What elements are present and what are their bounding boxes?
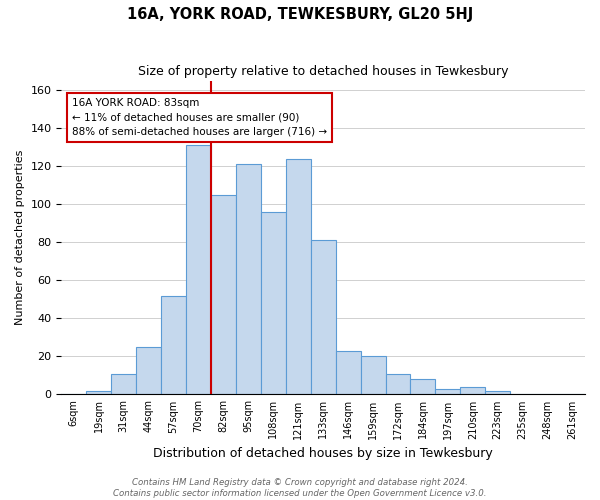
Bar — [386, 374, 410, 394]
Bar — [261, 212, 286, 394]
Text: 16A, YORK ROAD, TEWKESBURY, GL20 5HJ: 16A, YORK ROAD, TEWKESBURY, GL20 5HJ — [127, 8, 473, 22]
Bar — [460, 387, 485, 394]
Bar — [335, 350, 361, 395]
Text: 16A YORK ROAD: 83sqm
← 11% of detached houses are smaller (90)
88% of semi-detac: 16A YORK ROAD: 83sqm ← 11% of detached h… — [72, 98, 327, 138]
Bar — [361, 356, 386, 395]
Bar — [211, 194, 236, 394]
Bar — [311, 240, 335, 394]
Bar — [186, 145, 211, 394]
Bar — [436, 388, 460, 394]
Bar — [86, 390, 111, 394]
Title: Size of property relative to detached houses in Tewkesbury: Size of property relative to detached ho… — [138, 65, 508, 78]
Bar — [286, 158, 311, 394]
Bar — [136, 347, 161, 395]
Y-axis label: Number of detached properties: Number of detached properties — [15, 150, 25, 325]
Bar — [485, 390, 510, 394]
Bar — [410, 379, 436, 394]
Bar — [111, 374, 136, 394]
Bar — [236, 164, 261, 394]
Bar — [161, 296, 186, 394]
X-axis label: Distribution of detached houses by size in Tewkesbury: Distribution of detached houses by size … — [154, 447, 493, 460]
Text: Contains HM Land Registry data © Crown copyright and database right 2024.
Contai: Contains HM Land Registry data © Crown c… — [113, 478, 487, 498]
